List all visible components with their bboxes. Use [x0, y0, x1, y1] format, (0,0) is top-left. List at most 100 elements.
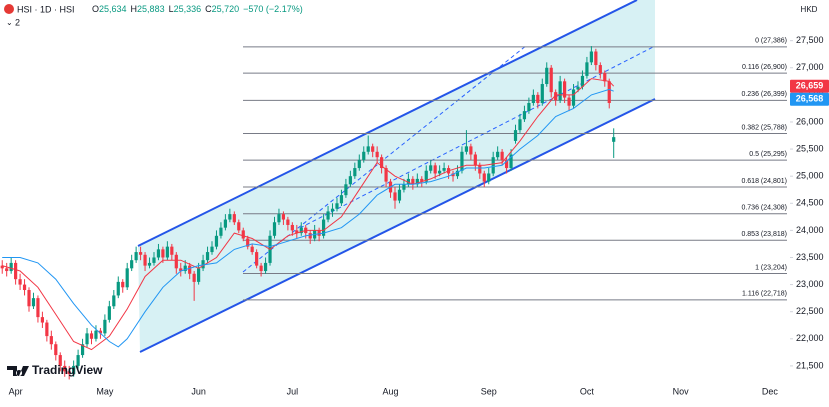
y-tick-label: 23,000 — [796, 279, 824, 289]
candle-body — [531, 94, 535, 103]
candle-body — [406, 178, 410, 185]
x-tick-label: Jul — [287, 386, 299, 396]
candle-body — [205, 252, 210, 261]
candle-body — [22, 284, 27, 291]
x-tick-label: Aug — [383, 386, 399, 396]
candle-body — [518, 119, 522, 131]
candle-body — [94, 330, 98, 339]
candle-body — [103, 319, 107, 334]
candle-body — [491, 157, 495, 174]
candle-body — [58, 355, 62, 366]
candle-body — [76, 355, 80, 366]
fib-label: 0.618 (24,801) — [741, 178, 787, 185]
channel-upper — [137, 0, 638, 247]
candle-body — [469, 146, 473, 155]
candle-body — [241, 230, 245, 239]
candle-body — [259, 265, 263, 272]
candle-body — [237, 222, 241, 231]
y-tick-label: 22,000 — [796, 333, 824, 343]
candle-body — [223, 219, 227, 228]
candle-body — [612, 137, 616, 142]
candle-body — [585, 62, 589, 76]
candle-body — [295, 230, 299, 234]
y-tick-label: 24,500 — [796, 198, 824, 208]
candle-body — [504, 159, 509, 169]
price-tag — [790, 79, 829, 93]
ohlc-key: O — [92, 4, 99, 14]
ohlc-values: O25,634 H25,883 L25,336 C25,720 −570 (−2.17%… — [92, 4, 303, 14]
fib-label: 0.236 (26,399) — [741, 91, 787, 98]
candle-body — [509, 154, 513, 169]
candle-body — [272, 222, 277, 236]
candle-body — [18, 279, 22, 285]
candle-body — [14, 262, 18, 280]
candle-body — [290, 224, 294, 231]
candle-body — [415, 178, 419, 185]
candle-body — [85, 333, 89, 345]
candle-body — [549, 67, 553, 93]
candle-body — [451, 173, 455, 177]
candle-body — [165, 246, 169, 258]
candle-body — [130, 260, 134, 269]
y-tick-label: 25,000 — [796, 171, 824, 181]
channel-lower — [139, 98, 656, 353]
candle-body — [362, 151, 366, 160]
candle-body — [473, 154, 477, 166]
y-tick-label: 26,000 — [796, 116, 824, 126]
candle-body — [72, 365, 76, 375]
candle-body — [219, 227, 223, 236]
candle-body — [402, 184, 406, 190]
y-tick-label: 27,500 — [796, 35, 824, 45]
candle-body — [464, 146, 469, 152]
ohlc-key: L — [169, 4, 174, 14]
candle-body — [540, 84, 544, 103]
candle-body — [478, 165, 482, 174]
candle-body — [424, 170, 428, 182]
y-tick-label: 22,500 — [796, 306, 824, 316]
symbol-icon — [4, 4, 14, 14]
x-tick-label: Nov — [673, 386, 690, 396]
x-tick-label: May — [96, 386, 114, 396]
x-tick-label: Dec — [762, 386, 779, 396]
candle-body — [500, 151, 504, 160]
x-tick-label: Oct — [580, 386, 595, 396]
candle-body — [179, 268, 183, 272]
x-tick-label: Sep — [481, 386, 497, 396]
x-tick-label: Jun — [191, 386, 206, 396]
y-tick-label: 21,500 — [796, 360, 824, 370]
candle-body — [442, 168, 446, 171]
candle-body — [197, 268, 201, 282]
candle-body — [607, 81, 611, 103]
candle-body — [214, 235, 219, 247]
fib-retracement: 0 (27,386) 0.116 (26,900) 0.236 (26,399) 0.… — [243, 38, 787, 301]
candle-body — [246, 238, 250, 247]
price-tag-label: 26,659 — [796, 81, 824, 91]
candle-body — [89, 333, 94, 339]
candle-body — [366, 146, 370, 152]
collapse-icon: ⌄ — [6, 18, 13, 27]
candle-body — [232, 214, 236, 223]
channel-mid — [299, 45, 656, 229]
candle-body — [67, 371, 71, 375]
header: HSI · 1D · HSI O25,634 H25,883 L25,336 C25,… — [4, 4, 303, 27]
candle-body — [339, 195, 344, 204]
candle-body — [192, 273, 196, 282]
price-axis: 21,500 22,000 22,500 23,000 23,500 24,000 24,5… — [790, 35, 829, 370]
candle-body — [571, 89, 576, 106]
candle-body — [138, 252, 143, 255]
ohlc-value: 25,336 — [174, 4, 202, 14]
candle-body — [603, 73, 607, 82]
candle-body — [357, 159, 361, 169]
candle-body — [147, 262, 152, 266]
candle-body — [330, 208, 335, 212]
candle-body — [513, 130, 518, 141]
candle-body — [496, 151, 500, 158]
candle-body — [594, 51, 598, 66]
y-tick-label: 24,000 — [796, 225, 824, 235]
candle-body — [116, 281, 120, 296]
candle-body — [250, 246, 254, 253]
candle-body — [80, 344, 85, 356]
candle-body — [563, 81, 567, 98]
